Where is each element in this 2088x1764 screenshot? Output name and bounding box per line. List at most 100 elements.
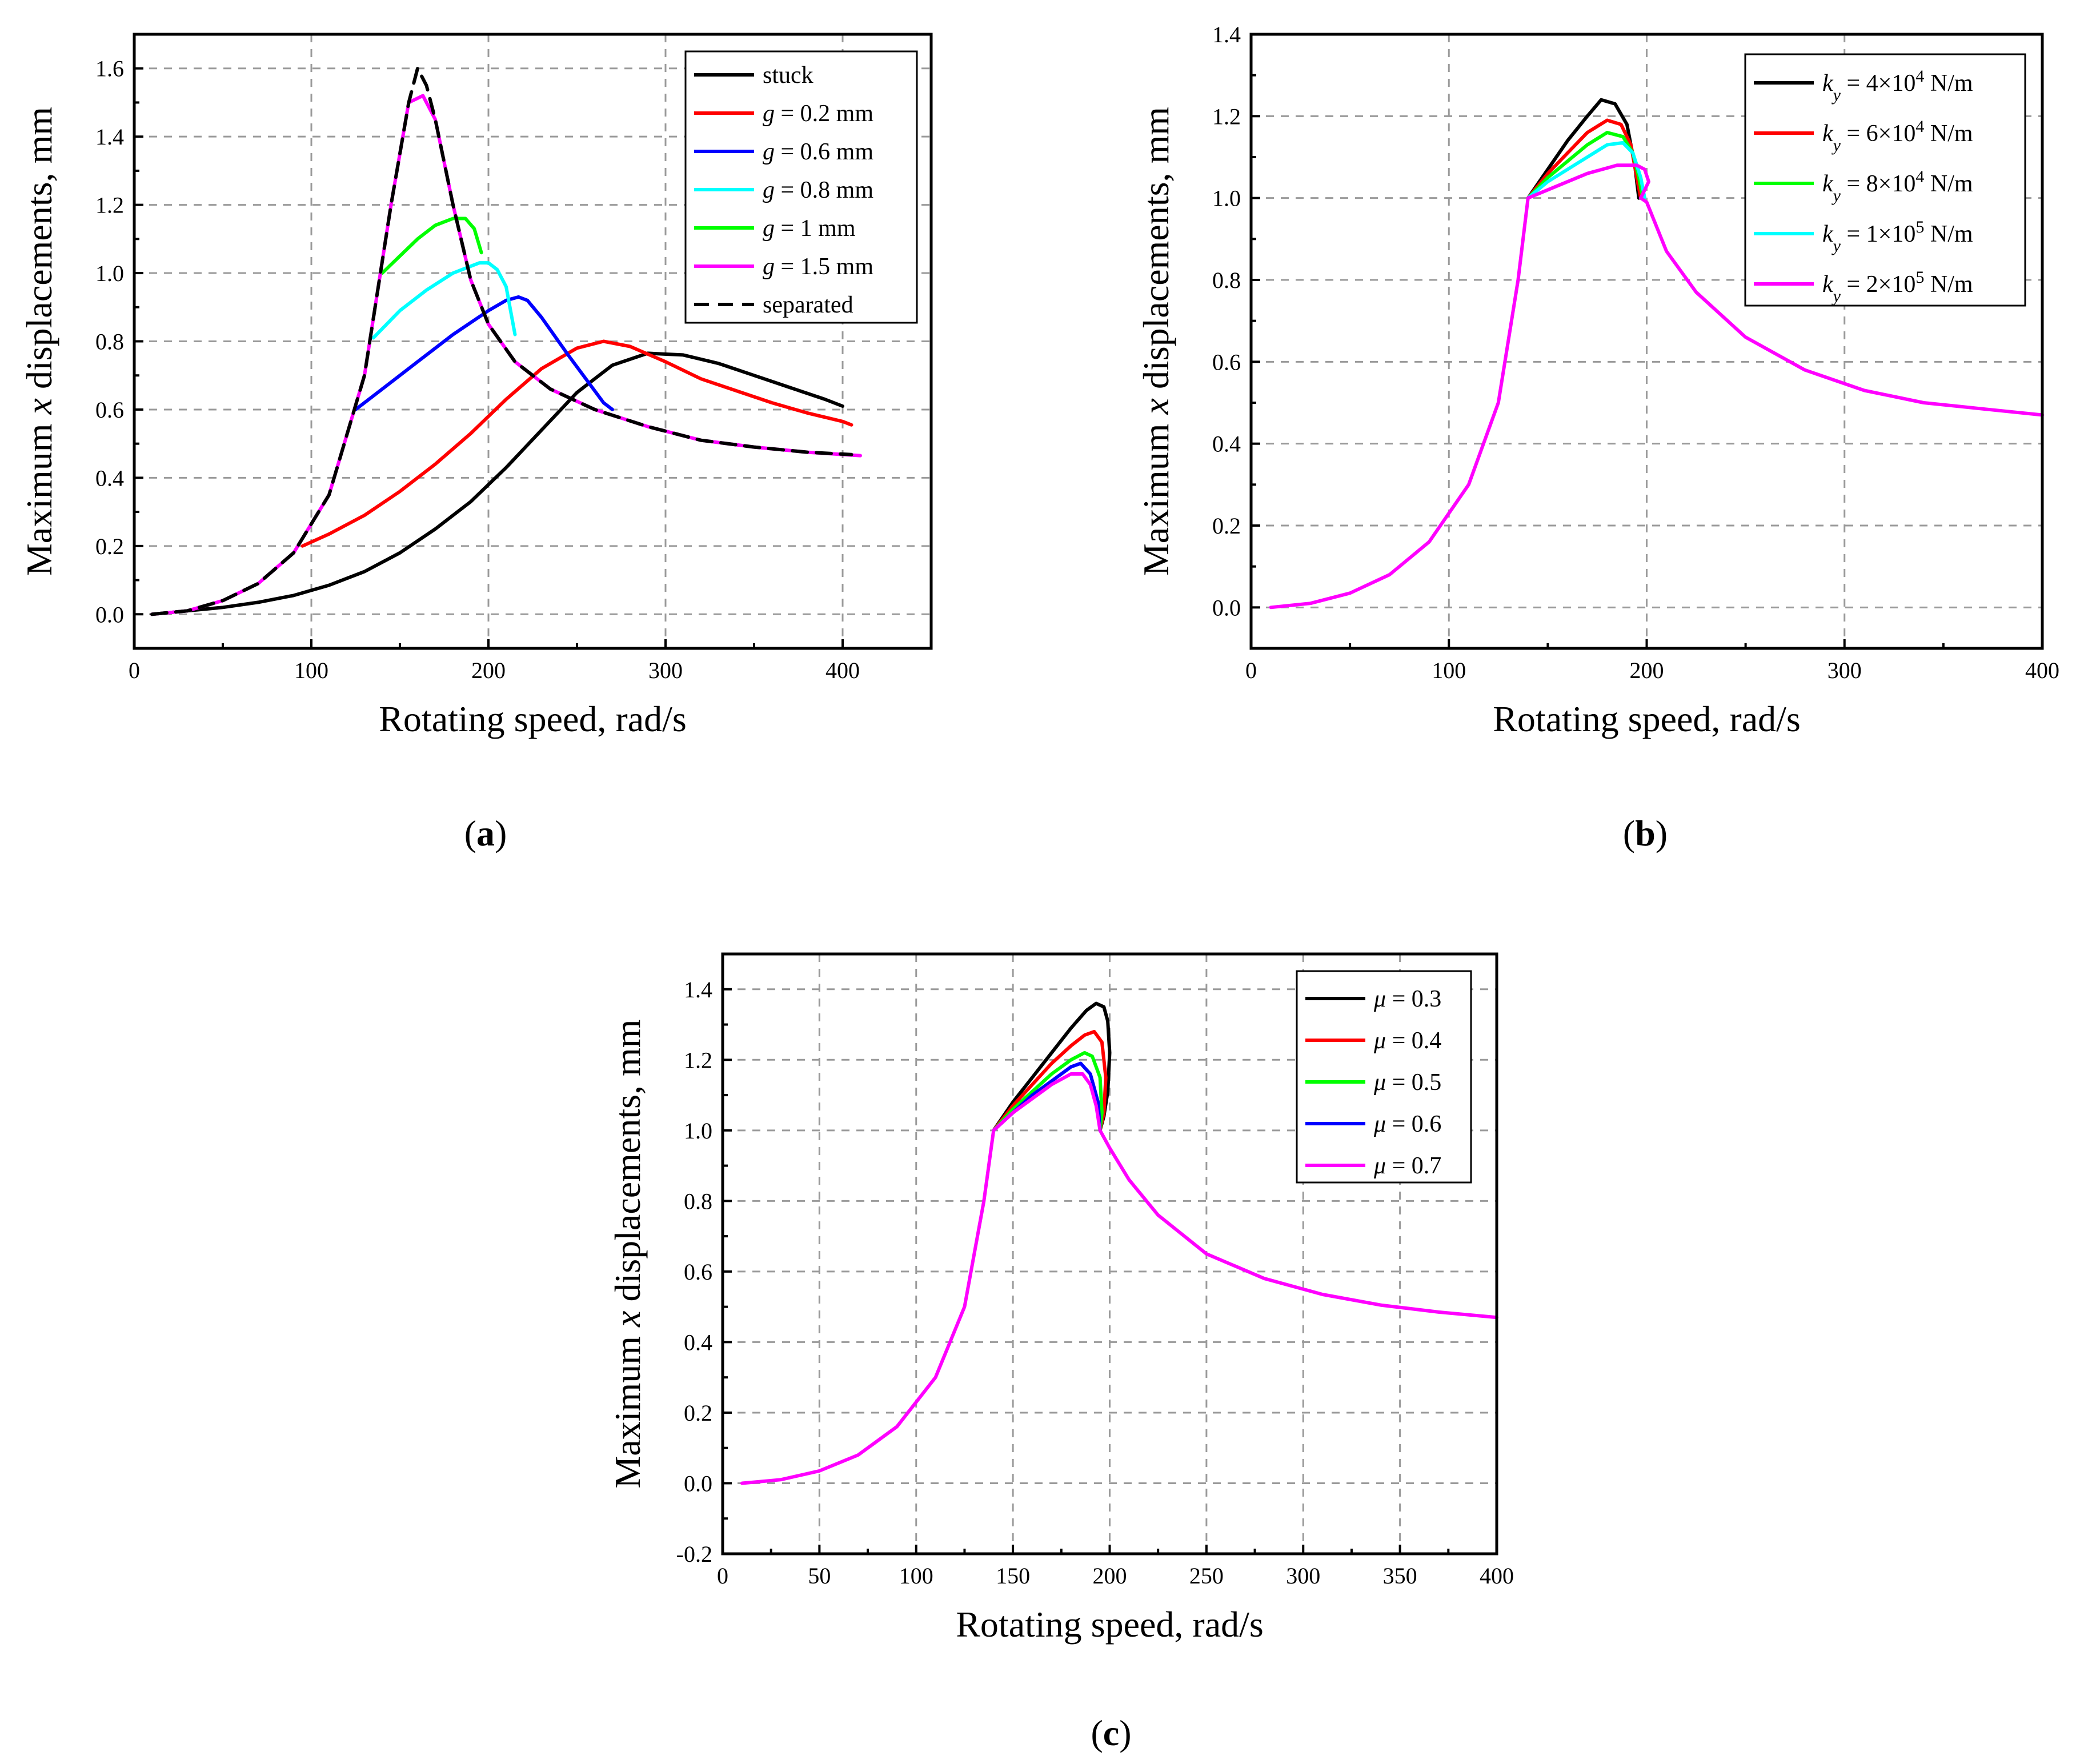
- legend-exp: 4: [1915, 117, 1924, 136]
- legend-rest: = 0.7: [1386, 1153, 1441, 1179]
- legend-base: = 1×10: [1841, 221, 1915, 247]
- y-tick-label-a-3: 0.6: [95, 397, 124, 423]
- y-tick-label-c-3: 0.4: [684, 1329, 712, 1355]
- legend-var: g: [763, 139, 775, 165]
- legend-box-b: [1744, 53, 2026, 307]
- legend-var: k: [1822, 171, 1834, 197]
- legend-unit: N/m: [1924, 271, 1973, 298]
- x-tick-label-c-1: 50: [808, 1563, 831, 1589]
- x-axis-title-a: Rotating speed, rad/s: [379, 699, 687, 739]
- y-tick-label-c-4: 0.6: [684, 1259, 712, 1285]
- y-tick-label-b-0: 0.0: [1212, 595, 1241, 620]
- y-axis-title-suffix: displacements, mm: [1136, 107, 1176, 398]
- legend-label-a-0: stuck: [763, 62, 813, 89]
- y-tick-label-b-7: 1.4: [1212, 22, 1241, 47]
- legend-label-b-4: ky = 2×105 N/m: [1822, 268, 1973, 306]
- legend-label-b-0: ky = 4×104 N/m: [1822, 67, 1973, 105]
- y-tick-label-c-6: 1.0: [684, 1118, 712, 1144]
- legend-sub: y: [1831, 287, 1841, 306]
- series-line-c-2: [992, 1051, 1104, 1132]
- y-tick-label-c-8: 1.4: [684, 977, 712, 1003]
- y-tick-label-b-4: 0.8: [1212, 267, 1241, 293]
- legend-var: μ: [1373, 986, 1386, 1012]
- legend-label-a-5: g = 1.5 mm: [763, 254, 873, 280]
- x-tick-label-a-1: 100: [294, 658, 328, 683]
- x-tick-label-c-2: 100: [899, 1563, 933, 1589]
- legend-base: = 4×10: [1841, 70, 1915, 97]
- x-tick-label-b-3: 300: [1827, 658, 1862, 683]
- legend-var: μ: [1373, 1069, 1386, 1096]
- caption-close: ): [1656, 813, 1668, 853]
- y-axis-title-prefix: Maximum: [607, 1327, 648, 1489]
- caption-letter: a: [476, 813, 495, 853]
- series-line-a-0: [150, 351, 844, 616]
- legend-var: g: [763, 254, 775, 280]
- caption-letter: c: [1103, 1713, 1119, 1753]
- x-tick-label-c-0: 0: [717, 1563, 728, 1589]
- y-axis-title-suffix: displacements, mm: [607, 1019, 648, 1310]
- panel-caption-a: (a): [464, 813, 507, 853]
- y-axis-title-b: Maximum x displacements, mm: [1136, 107, 1176, 576]
- y-tick-label-a-6: 1.2: [95, 193, 124, 218]
- legend-label-b-3: ky = 1×105 N/m: [1822, 218, 1973, 255]
- chart-a: 0 100 200 300 400 0.0 0.2 0.4 0.6 0.8 1.0 1.2 1.4 1.6…: [19, 33, 933, 853]
- legend-rest: = 0.5: [1386, 1069, 1441, 1096]
- series-line-a-4: [380, 217, 483, 275]
- legend-label-a-2: g = 0.6 mm: [763, 139, 873, 165]
- x-tick-label-b-1: 100: [1432, 658, 1466, 683]
- x-tick-label-c-8: 400: [1480, 1563, 1514, 1589]
- y-tick-label-a-7: 1.4: [95, 124, 124, 150]
- series-line-b-3: [1526, 141, 1646, 200]
- x-tick-label-c-4: 200: [1093, 1563, 1127, 1589]
- legend-rest: = 0.6 mm: [775, 139, 873, 165]
- series-line-c-1: [992, 1029, 1108, 1132]
- legend-var: g: [763, 101, 775, 127]
- legend-label-a-3: g = 0.8 mm: [763, 177, 873, 203]
- legend-unit: N/m: [1924, 121, 1973, 147]
- panel-caption-b: (b): [1623, 813, 1668, 853]
- legend-exp: 4: [1915, 67, 1924, 86]
- legend-rest: = 0.2 mm: [775, 101, 873, 127]
- series-line-a-3: [371, 261, 517, 340]
- legend-rest: = 0.8 mm: [775, 177, 873, 203]
- y-axis-title-prefix: Maximum: [1136, 414, 1176, 576]
- legend-label-c-3: μ = 0.6: [1373, 1111, 1441, 1137]
- y-axis-title-var: x: [1136, 398, 1176, 415]
- y-tick-label-b-1: 0.2: [1212, 513, 1241, 539]
- y-tick-label-c-7: 1.2: [684, 1047, 712, 1073]
- y-tick-label-c-2: 0.2: [684, 1400, 712, 1426]
- legend-var: k: [1822, 221, 1834, 247]
- series-line-c-0: [992, 1001, 1112, 1132]
- y-tick-label-b-2: 0.4: [1212, 431, 1241, 457]
- legend-var: k: [1822, 271, 1834, 298]
- legend-base: = 2×10: [1841, 271, 1915, 298]
- legend-label-c-1: μ = 0.4: [1373, 1028, 1441, 1054]
- legend-box-a: [684, 50, 918, 324]
- x-tick-label-b-2: 200: [1630, 658, 1664, 683]
- y-tick-label-a-1: 0.2: [95, 534, 124, 559]
- legend-base: = 8×10: [1841, 171, 1915, 197]
- series-line-b-4: [1269, 163, 2044, 610]
- caption-close: ): [495, 813, 507, 853]
- legend-label-b-1: ky = 6×104 N/m: [1822, 117, 1973, 155]
- caption-open: (: [1091, 1713, 1103, 1753]
- legend-label-a-4: g = 1 mm: [763, 215, 856, 242]
- chart-c: 0 50 100 150 200 250 300 350 400 -0.2 0.0 0.2 0.4 0.6…: [607, 952, 1514, 1753]
- caption-open: (: [464, 813, 476, 853]
- x-tick-label-a-4: 400: [825, 658, 860, 683]
- y-axis-title-prefix: Maximum: [19, 414, 59, 576]
- legend-rest: = 1.5 mm: [775, 254, 873, 280]
- legend-sub: y: [1831, 86, 1841, 105]
- caption-open: (: [1623, 813, 1635, 853]
- x-tick-label-a-3: 300: [648, 658, 683, 683]
- y-axis-title-c: Maximum x displacements, mm: [607, 1019, 648, 1488]
- legend-var: g: [763, 177, 775, 203]
- y-tick-label-a-5: 1.0: [95, 260, 124, 286]
- y-tick-label-a-2: 0.4: [95, 465, 124, 491]
- legend-sub: y: [1831, 186, 1841, 205]
- y-tick-label-b-3: 0.6: [1212, 349, 1241, 375]
- series-line-a-1: [300, 339, 853, 548]
- legend-label-a-1: g = 0.2 mm: [763, 101, 873, 127]
- x-tick-label-c-5: 250: [1189, 1563, 1224, 1589]
